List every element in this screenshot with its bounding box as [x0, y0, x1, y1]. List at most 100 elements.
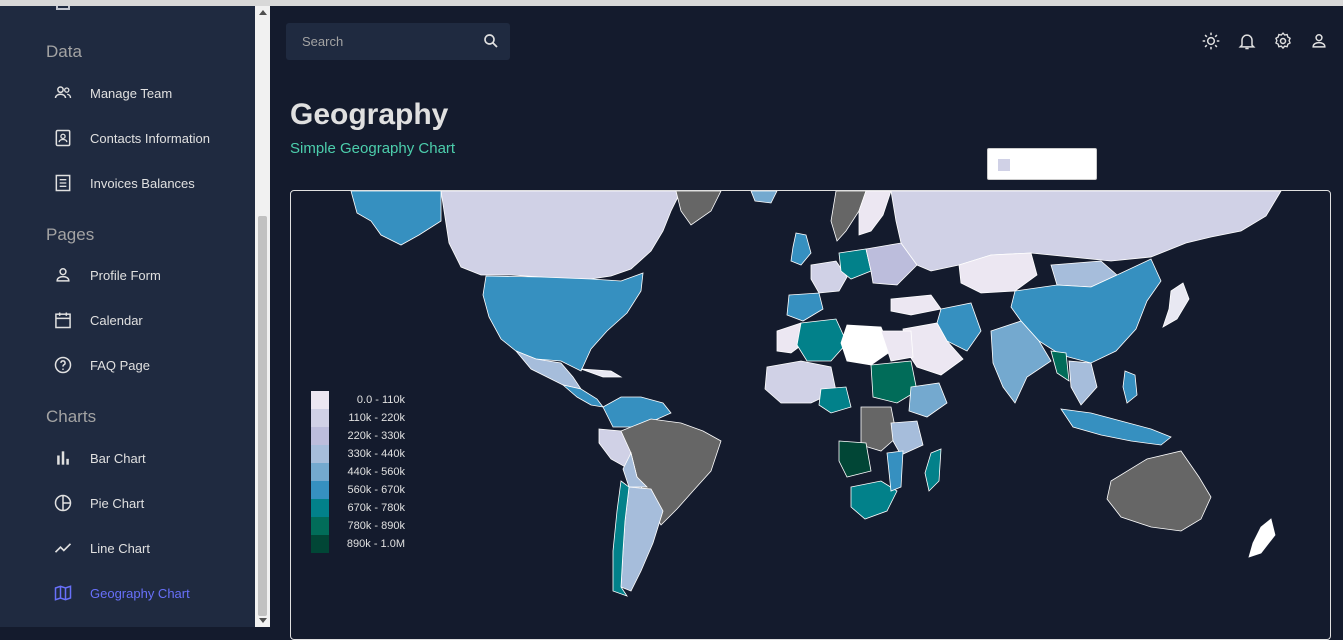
legend-label: 890k - 1.0M	[346, 538, 405, 550]
country-usa	[482, 272, 644, 372]
legend-label: 670k - 780k	[347, 502, 405, 514]
map-icon	[52, 582, 74, 604]
notifications-icon[interactable]	[1237, 30, 1257, 52]
sidebar-item-label: Profile Form	[90, 267, 161, 283]
country-chile	[612, 480, 630, 597]
legend-swatch	[311, 427, 329, 445]
legend-label: 0.0 - 110k	[356, 394, 405, 406]
map-tooltip	[987, 148, 1097, 180]
sidebar-section-data: Data	[46, 42, 82, 61]
bar-chart-icon	[52, 447, 74, 469]
sidebar-section-pages: Pages	[46, 225, 95, 244]
legend-label: 330k - 440k	[347, 448, 405, 460]
legend-swatch	[311, 409, 329, 427]
legend-label: 560k - 670k	[347, 484, 405, 496]
sidebar-item-pie-chart[interactable]: Pie Chart	[0, 483, 255, 523]
country-france	[810, 260, 848, 294]
country-spain	[786, 292, 824, 322]
country-bolivia	[622, 451, 648, 488]
line-chart-icon	[52, 537, 74, 559]
country-cuba	[580, 368, 623, 378]
country-indochina	[1068, 360, 1098, 406]
sidebar-item-label: FAQ Page	[90, 357, 150, 373]
sidebar-item-contacts[interactable]: Contacts Information	[0, 118, 255, 158]
person-icon[interactable]	[1309, 30, 1329, 52]
help-icon	[52, 354, 74, 376]
country-greenland	[675, 191, 722, 226]
country-new-zealand	[1248, 518, 1276, 558]
scroll-down-icon[interactable]	[259, 618, 267, 623]
sidebar-item-bar-chart[interactable]: Bar Chart	[0, 438, 255, 478]
country-germany	[838, 248, 872, 280]
country-ethiopia	[908, 382, 948, 418]
window-top-strip	[0, 0, 1343, 6]
sidebar-item-label: Pie Chart	[90, 495, 145, 511]
receipt-icon	[52, 172, 74, 194]
scrollbar-thumb[interactable]	[258, 216, 267, 616]
country-japan	[1162, 282, 1190, 328]
country-drc	[860, 406, 898, 452]
country-turkey	[890, 294, 942, 316]
sidebar-section-charts: Charts	[46, 407, 97, 426]
settings-icon[interactable]	[1273, 30, 1293, 52]
legend-swatch	[311, 445, 329, 463]
legend-swatch	[311, 481, 329, 499]
sidebar-item-label: Geography Chart	[90, 585, 190, 601]
country-tanzania	[890, 420, 924, 456]
country-sweden	[858, 191, 892, 236]
sidebar-scrollbar[interactable]	[255, 6, 270, 627]
sidebar: Data Manage Team Contacts Information In…	[0, 6, 255, 627]
country-iceland	[750, 191, 778, 204]
country-sudan	[870, 360, 918, 404]
sidebar-item-geography-chart[interactable]: Geography Chart	[0, 573, 255, 613]
country-algeria	[796, 318, 848, 362]
world-map-svg	[350, 191, 1282, 597]
scroll-up-icon[interactable]	[259, 10, 267, 15]
country-australia	[1106, 450, 1212, 532]
legend-swatch	[311, 463, 329, 481]
legend-swatch	[311, 499, 329, 517]
legend-swatch	[311, 535, 329, 553]
person-icon	[52, 264, 74, 286]
sidebar-item-manage-team[interactable]: Manage Team	[0, 73, 255, 113]
main-content: Geography Simple Geography Chart	[270, 6, 1343, 640]
sidebar-item-profile-form[interactable]: Profile Form	[0, 255, 255, 295]
country-indonesia	[1060, 408, 1172, 446]
country-nigeria	[818, 386, 852, 414]
legend-label: 780k - 890k	[347, 520, 405, 532]
legend-swatch	[311, 391, 329, 409]
geography-map[interactable]: 0.0 - 110k 110k - 220k 220k - 330k 330k …	[290, 190, 1331, 640]
sidebar-item-label: Bar Chart	[90, 450, 146, 466]
people-icon	[52, 82, 74, 104]
search-icon[interactable]	[482, 32, 500, 55]
sidebar-item-label: Contacts Information	[90, 130, 210, 146]
search-bar	[286, 23, 510, 60]
page-subtitle: Simple Geography Chart	[290, 140, 456, 157]
country-angola	[838, 440, 872, 478]
sidebar-item-faq[interactable]: FAQ Page	[0, 345, 255, 385]
sidebar-grip-icon	[56, 6, 70, 10]
pie-chart-icon	[52, 492, 74, 514]
sidebar-item-label: Invoices Balances	[90, 175, 195, 191]
header-icons	[1201, 30, 1329, 52]
country-uk	[790, 232, 812, 266]
legend-label: 440k - 560k	[347, 466, 405, 478]
country-philippines	[1122, 370, 1138, 404]
sidebar-item-calendar[interactable]: Calendar	[0, 300, 255, 340]
legend-label: 220k - 330k	[347, 430, 405, 442]
country-alaska	[350, 191, 442, 246]
page-title: Geography	[290, 98, 449, 131]
sidebar-item-invoices[interactable]: Invoices Balances	[0, 163, 255, 203]
country-kazakhstan	[958, 252, 1038, 294]
calendar-icon	[52, 309, 74, 331]
legend-label: 110k - 220k	[348, 412, 405, 424]
light-mode-icon[interactable]	[1201, 30, 1221, 52]
country-madagascar	[924, 448, 942, 492]
country-norway	[830, 191, 867, 242]
sidebar-item-label: Line Chart	[90, 540, 150, 556]
sidebar-item-line-chart[interactable]: Line Chart	[0, 528, 255, 568]
contacts-icon	[52, 127, 74, 149]
country-russia	[890, 191, 1282, 272]
search-input[interactable]	[302, 34, 472, 49]
country-egypt	[880, 330, 914, 362]
